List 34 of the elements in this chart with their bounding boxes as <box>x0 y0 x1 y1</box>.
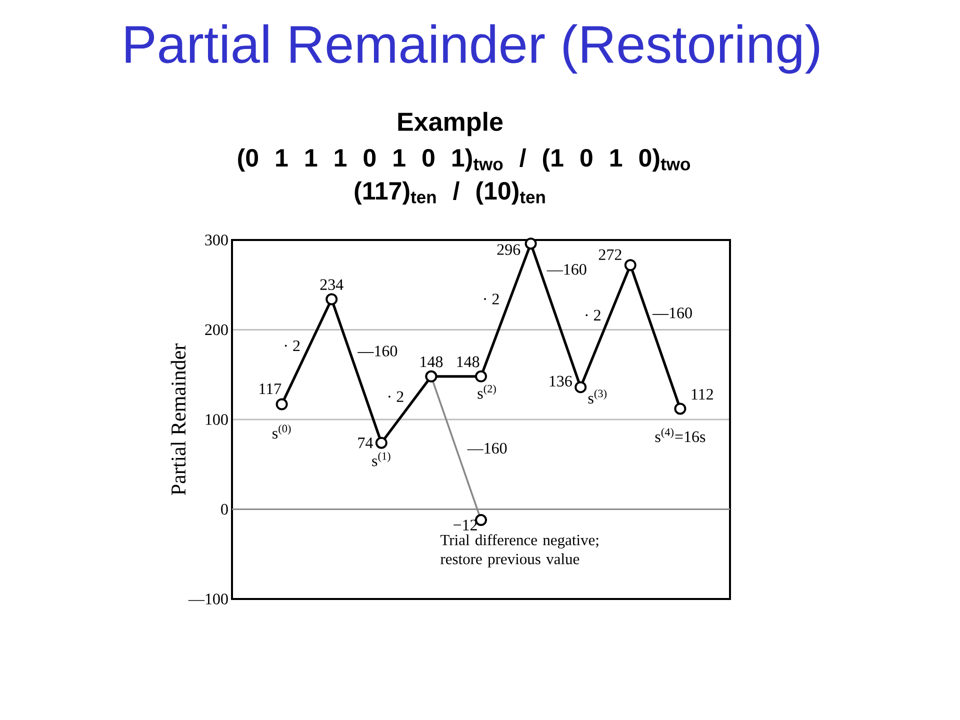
y-tick-label: —100 <box>188 594 228 604</box>
y-tick-label: 200 <box>205 324 228 336</box>
annotation: s$^{(1)}$ <box>372 452 390 466</box>
annotation: —160 <box>358 346 398 356</box>
data-label: 272 <box>598 249 622 260</box>
data-label: 234 <box>320 279 344 290</box>
annotation: · 2 <box>284 340 300 352</box>
data-label: 112 <box>692 388 713 400</box>
data-label: 117 <box>260 383 282 394</box>
data-label: 148 <box>420 356 443 368</box>
chart-subtitle: Example <box>398 112 503 136</box>
chart-title: Partial Remainder (Restoring) <box>126 24 820 74</box>
annotation: —160 <box>652 308 692 318</box>
data-label: 74 <box>358 438 373 448</box>
annotation: · 2 <box>586 310 600 320</box>
annotation: s$^{(2)}$ <box>478 384 496 399</box>
y-tick-label: 300 <box>205 234 228 246</box>
annotation: · 2 <box>484 294 499 304</box>
text: (117)$_{ten}$ / (10)$_{ten}$ <box>354 181 545 205</box>
data-label: 136 <box>550 376 572 387</box>
data-label: 296 <box>497 244 520 255</box>
text: (0 1 1 1 0 1 0 1)$_{two}$ / (1 0 1 0)$_{two}$ <box>238 148 690 172</box>
annotation: · 2 <box>388 391 404 402</box>
data-label: 148 <box>457 356 480 368</box>
data-label: −12 <box>454 520 477 530</box>
y-tick-label: 100 <box>206 414 228 425</box>
annotation: s$^{(3)}$ <box>588 389 606 404</box>
annotation: Trial difference negative; restore previous value <box>440 534 598 568</box>
y-axis-title: Partial Remainder <box>170 344 186 495</box>
annotation: —160 <box>546 264 586 275</box>
annotation: s$^{(4)}$=16s <box>655 428 706 442</box>
y-tick-label: 0 <box>221 504 228 515</box>
annotation: s$^{(0)}$ <box>272 424 291 439</box>
annotation: —160 <box>467 442 507 454</box>
